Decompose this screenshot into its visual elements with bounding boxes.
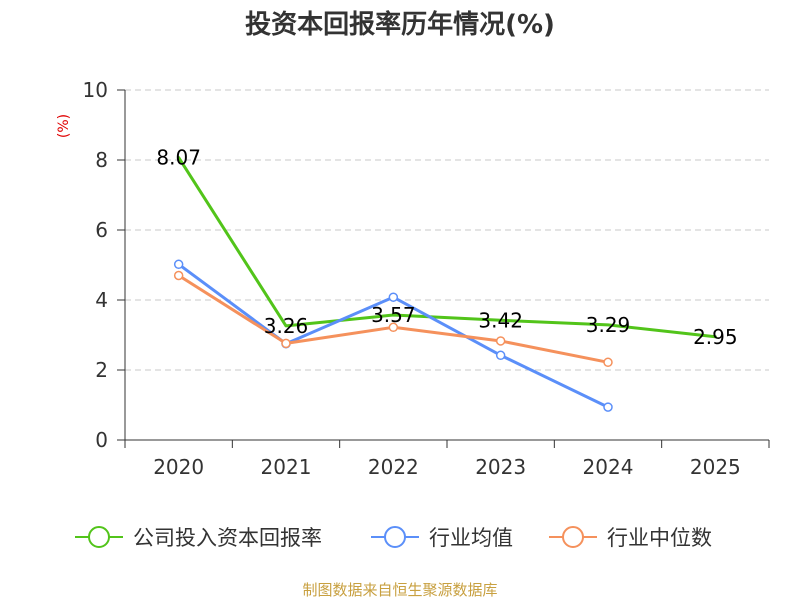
legend-label: 公司投入资本回报率 [133, 526, 322, 550]
data-label: 3.26 [264, 314, 309, 338]
legend-marker [562, 526, 584, 548]
series-line [177, 262, 610, 409]
x-tick-label: 2022 [368, 455, 419, 479]
legend-marker [384, 526, 406, 548]
data-labels: 8.07 3.26 3.57 3.42 3.29 2.95 [156, 146, 737, 349]
y-tick-label: 10 [83, 78, 108, 102]
data-label: 2.95 [693, 325, 738, 349]
data-point[interactable] [603, 402, 613, 412]
y-tick-label: 2 [95, 358, 108, 382]
legend-label: 行业均值 [429, 526, 513, 550]
data-point[interactable] [388, 322, 399, 333]
data-point[interactable] [603, 357, 613, 368]
x-tick-label: 2025 [690, 455, 741, 479]
data-point[interactable] [495, 336, 506, 346]
grid-lines [125, 89, 769, 371]
legend[interactable]: 公司投入资本回报率 行业均值 行业中位数 [75, 526, 712, 550]
legend-item[interactable]: 行业中位数 [549, 526, 712, 550]
axes: 0 2 4 6 8 10 2020 2021 2022 2023 2024 2025 [83, 78, 770, 479]
data-point[interactable] [173, 270, 184, 281]
y-tick-label: 8 [95, 148, 108, 172]
data-label: 3.42 [478, 308, 523, 332]
data-label: 3.29 [586, 313, 631, 337]
y-tick-label: 6 [95, 218, 108, 242]
data-label: 3.57 [371, 303, 416, 327]
source-note: 制图数据来自恒生聚源数据库 [302, 581, 497, 599]
y-tick-label: 4 [95, 288, 108, 312]
legend-marker [88, 526, 110, 548]
legend-item[interactable]: 行业均值 [371, 526, 513, 550]
x-tick-label: 2020 [153, 455, 204, 479]
data-label: 8.07 [156, 146, 201, 170]
y-axis-label: (%) [56, 114, 72, 138]
series-lines [173, 156, 717, 412]
x-tick-label: 2023 [475, 455, 526, 479]
data-point[interactable] [281, 338, 291, 349]
data-point[interactable] [495, 350, 506, 361]
x-tick-label: 2024 [583, 455, 634, 479]
series-line [177, 156, 717, 339]
data-point[interactable] [388, 292, 399, 302]
legend-label: 行业中位数 [607, 526, 712, 550]
x-tick-label: 2021 [261, 455, 312, 479]
chart-title: 投资本回报率历年情况(%) [245, 9, 555, 40]
y-tick-label: 0 [95, 428, 108, 452]
data-point[interactable] [173, 259, 184, 270]
legend-item[interactable]: 公司投入资本回报率 [75, 526, 322, 550]
